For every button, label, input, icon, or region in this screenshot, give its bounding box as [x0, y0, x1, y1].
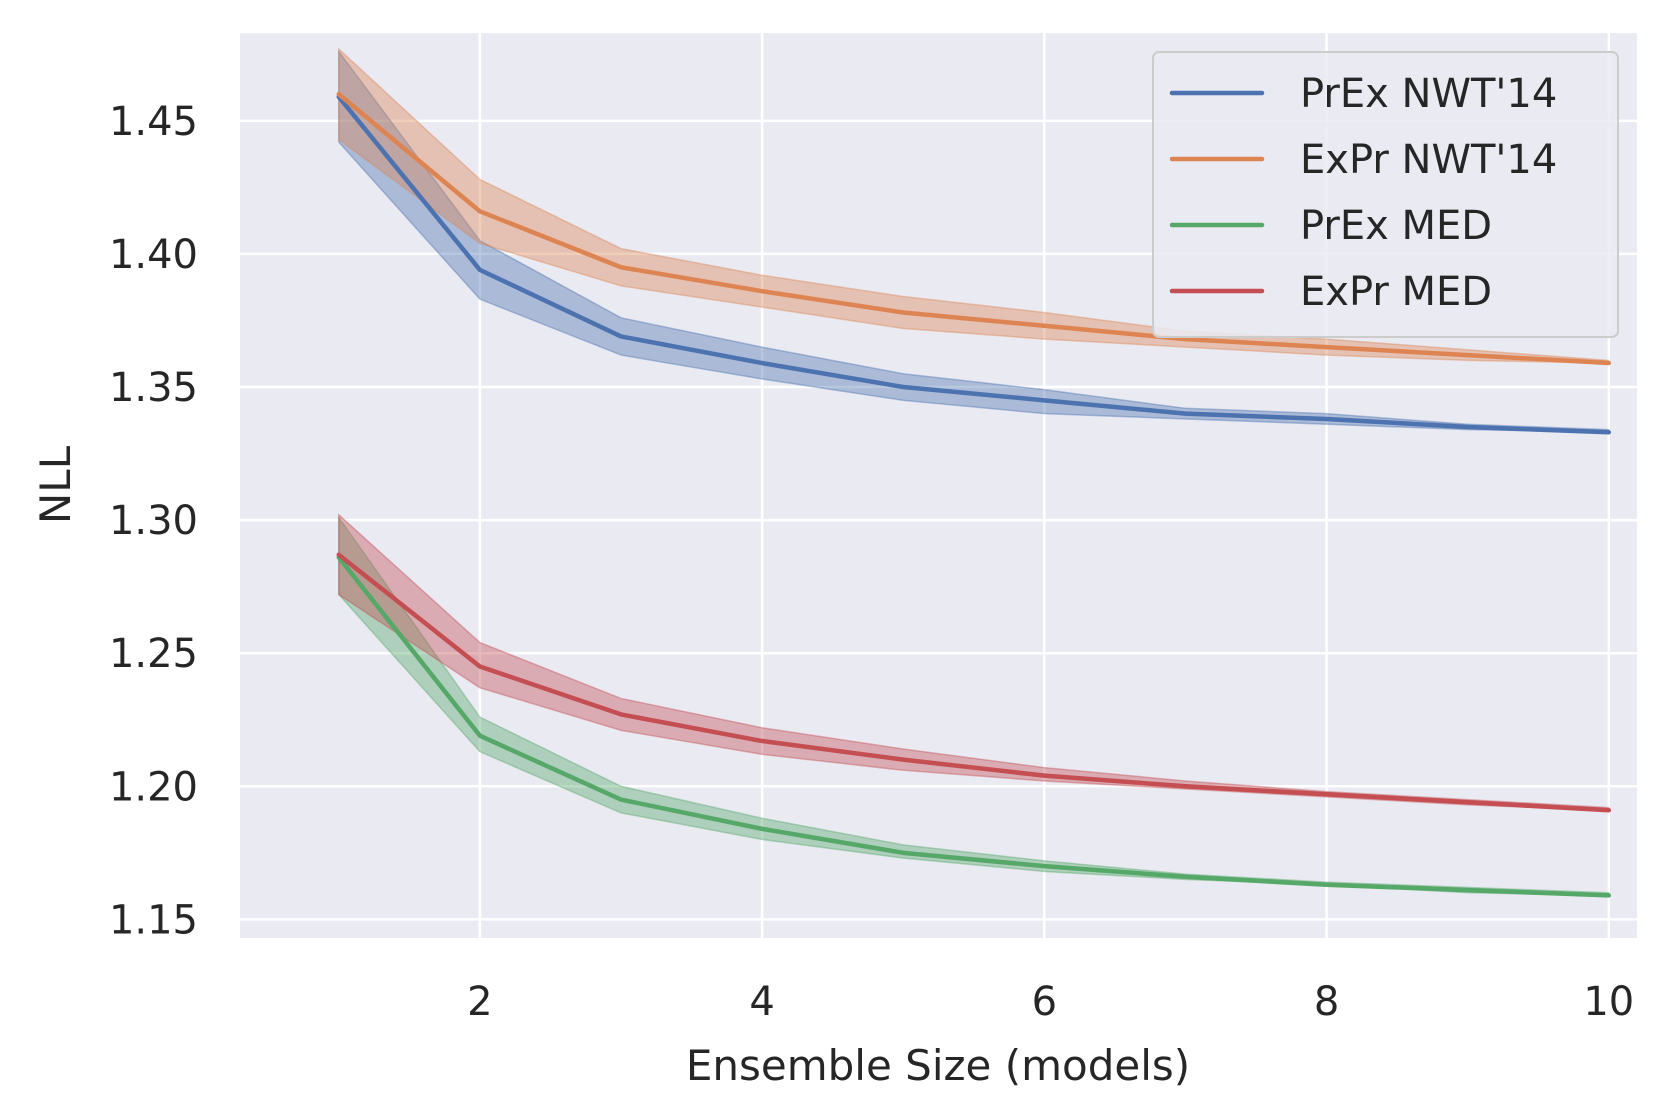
x-tick-label: 8	[1314, 979, 1339, 1025]
y-tick-label: 1.20	[109, 764, 198, 810]
y-tick-label: 1.15	[109, 897, 198, 943]
prex-nwt-14-line	[336, 94, 1612, 435]
series-lines	[336, 91, 1612, 898]
x-tick-label: 4	[749, 979, 774, 1025]
x-axis-ticks: 2 4 6 8 10	[467, 979, 1634, 1025]
y-tick-label: 1.40	[109, 232, 198, 278]
legend-box	[1152, 51, 1619, 338]
y-tick-label: 1.25	[109, 631, 198, 677]
legend-label: PrEx MED	[1300, 203, 1492, 249]
expr-nwt-14-line	[336, 91, 1612, 366]
y-tick-label: 1.35	[109, 365, 198, 411]
y-tick-label: 1.45	[109, 99, 198, 145]
y-axis-label: NLL	[31, 445, 80, 524]
x-axis-label: Ensemble Size (models)	[686, 1041, 1190, 1090]
y-tick-label: 1.30	[109, 498, 198, 544]
x-tick-label: 6	[1032, 979, 1057, 1025]
legend-label: ExPr MED	[1300, 269, 1492, 315]
legend-label: PrEx NWT'14	[1300, 71, 1557, 117]
x-tick-label: 2	[467, 979, 492, 1025]
legend-label: ExPr NWT'14	[1300, 137, 1557, 183]
x-tick-label: 10	[1583, 979, 1634, 1025]
y-axis-ticks: 1.15 1.20 1.25 1.30 1.35 1.40 1.45	[109, 99, 198, 944]
expr-med-line	[336, 552, 1612, 813]
legend: PrEx NWT'14 ExPr NWT'14 PrEx MED ExPr MED	[1152, 51, 1619, 338]
prex-med-line	[336, 555, 1612, 898]
